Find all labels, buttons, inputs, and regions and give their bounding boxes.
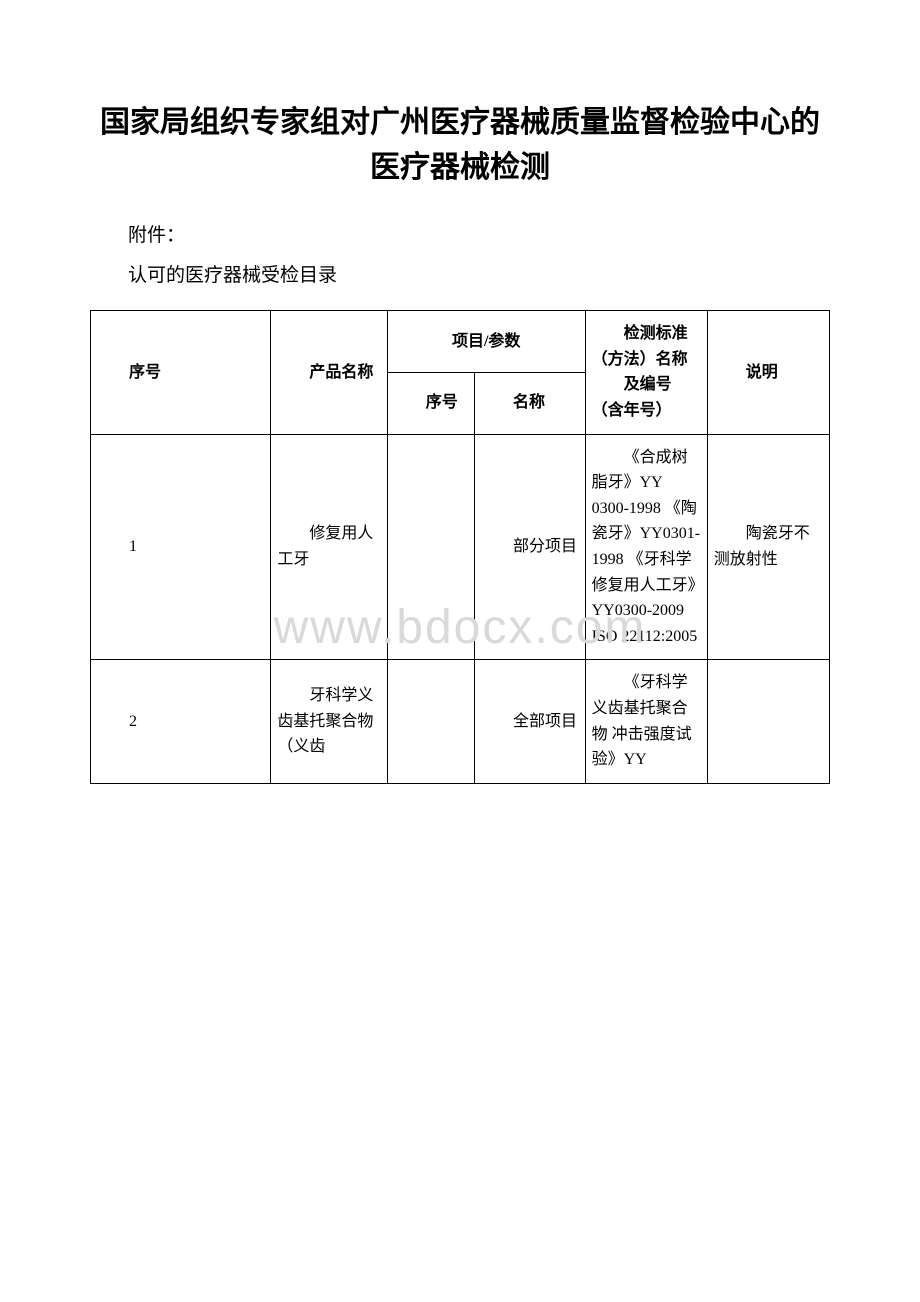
cell-param-seq [387,660,474,783]
cell-product: 牙科学义齿基托聚合物（义齿 [271,660,387,783]
table-row: 2 牙科学义齿基托聚合物（义齿 全部项目 《牙科学义齿基托聚合物 冲击强度试验》… [91,660,830,783]
cell-note [707,660,829,783]
header-param-name: 名称 [475,372,586,434]
table-header-row-1: 序号 产品名称 项目/参数 检测标准（方法）名称 及编号（含年号） 说明 [91,311,830,373]
document-subtitle: 认可的医疗器械受检目录 [90,258,830,294]
catalog-table: 序号 产品名称 项目/参数 检测标准（方法）名称 及编号（含年号） 说明 序号 … [90,310,830,784]
cell-param-name: 部分项目 [475,434,586,660]
header-product: 产品名称 [271,311,387,434]
cell-product: 修复用人工牙 [271,434,387,660]
header-standard: 检测标准（方法）名称 及编号（含年号） [585,311,707,434]
document-title: 国家局组织专家组对广州医疗器械质量监督检验中心的医疗器械检测 [90,100,830,190]
header-param-group: 项目/参数 [387,311,585,373]
header-note: 说明 [707,311,829,434]
cell-param-name: 全部项目 [475,660,586,783]
header-seq: 序号 [91,311,271,434]
cell-seq: 2 [91,660,271,783]
cell-seq: 1 [91,434,271,660]
attachment-label: 附件： [90,218,830,254]
table-row: 1 修复用人工牙 部分项目 《合成树脂牙》YY 0300-1998 《陶瓷牙》Y… [91,434,830,660]
header-param-seq: 序号 [387,372,474,434]
cell-note: 陶瓷牙不测放射性 [707,434,829,660]
cell-standard: 《牙科学义齿基托聚合物 冲击强度试验》YY [585,660,707,783]
cell-param-seq [387,434,474,660]
cell-standard: 《合成树脂牙》YY 0300-1998 《陶瓷牙》YY0301-1998 《牙科… [585,434,707,660]
document-page: www.bdocx.com 国家局组织专家组对广州医疗器械质量监督检验中心的医疗… [0,0,920,844]
